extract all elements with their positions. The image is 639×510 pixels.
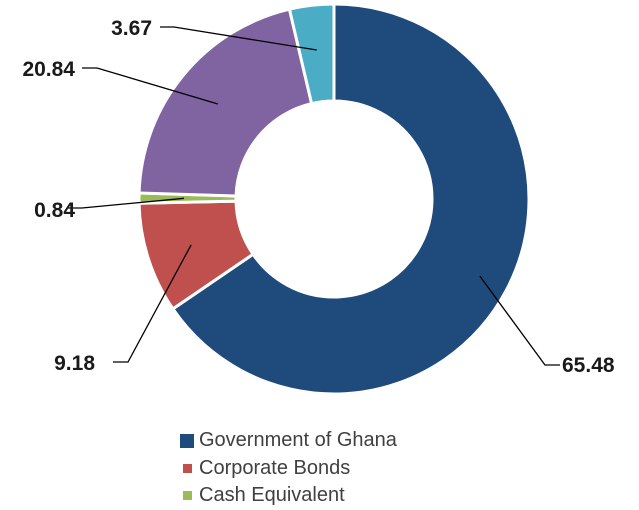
donut-slice <box>287 2 336 106</box>
leader-line <box>113 244 192 363</box>
legend-swatch <box>183 491 192 501</box>
leader-line <box>67 197 185 209</box>
data-label: 65.48 <box>562 354 615 377</box>
leader-line <box>160 26 317 51</box>
legend-label: Corporate Bonds <box>199 456 351 479</box>
data-label: 3.67 <box>111 17 152 40</box>
chart-legend: Government of Ghana Corporate Bonds Cash… <box>180 427 397 510</box>
donut-slice <box>137 7 314 198</box>
leader-line <box>479 275 560 366</box>
leader-line <box>82 67 219 105</box>
legend-item-corporate-bonds: Corporate Bonds <box>180 455 397 483</box>
legend-swatch <box>183 463 192 473</box>
donut-slice <box>170 2 531 396</box>
legend-item-cash-equivalent: Cash Equivalent <box>180 482 397 510</box>
data-label: 20.84 <box>22 58 75 81</box>
legend-label: Cash Equivalent <box>199 484 345 507</box>
data-label: 9.18 <box>54 352 95 375</box>
legend-label: Government of Ghana <box>199 429 397 452</box>
data-label: 0.84 <box>34 199 75 222</box>
legend-item-government-of-ghana: Government of Ghana <box>180 427 397 455</box>
legend-swatch <box>180 433 194 448</box>
